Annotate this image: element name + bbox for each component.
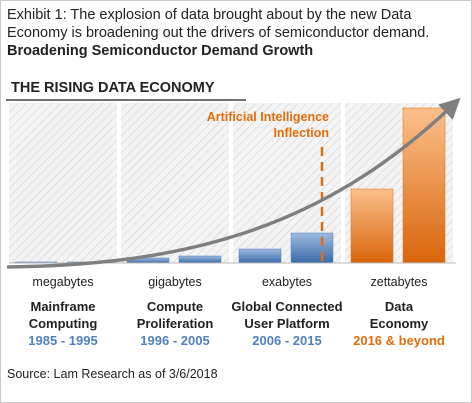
era-years: 1985 - 1995 bbox=[28, 333, 98, 348]
panel bbox=[9, 103, 117, 263]
exhibit-title: Exhibit 1: The explosion of data brought… bbox=[7, 7, 430, 41]
era-years: 1996 - 2005 bbox=[140, 333, 210, 348]
category-label: exabytes bbox=[261, 275, 313, 289]
era-name: Mainframe Computing bbox=[28, 299, 98, 331]
chart-title: THE RISING DATA ECONOMY bbox=[11, 80, 215, 96]
bar bbox=[402, 107, 446, 264]
category-label: megabytes bbox=[32, 275, 94, 289]
bar bbox=[350, 188, 394, 264]
bar bbox=[290, 232, 334, 264]
source: Source: Lam Research as of 3/6/2018 bbox=[7, 367, 218, 381]
era-years: 2016 & beyond bbox=[353, 333, 445, 348]
subtitle: Broadening Semiconductor Demand Growth bbox=[7, 43, 314, 59]
era-years: 2006 - 2015 bbox=[252, 333, 322, 348]
annotation: Artificial Intelligence Inflection bbox=[206, 110, 329, 140]
era-name: Data Economy bbox=[369, 299, 429, 331]
panel bbox=[121, 103, 229, 263]
category-label: gigabytes bbox=[148, 275, 202, 289]
bar bbox=[178, 255, 222, 264]
era-name: Global Connected User Platform bbox=[231, 299, 343, 331]
growth-curve bbox=[6, 97, 461, 269]
category-label: zettabytes bbox=[370, 275, 428, 289]
era-name: Compute Proliferation bbox=[136, 299, 214, 331]
bar bbox=[238, 248, 282, 264]
